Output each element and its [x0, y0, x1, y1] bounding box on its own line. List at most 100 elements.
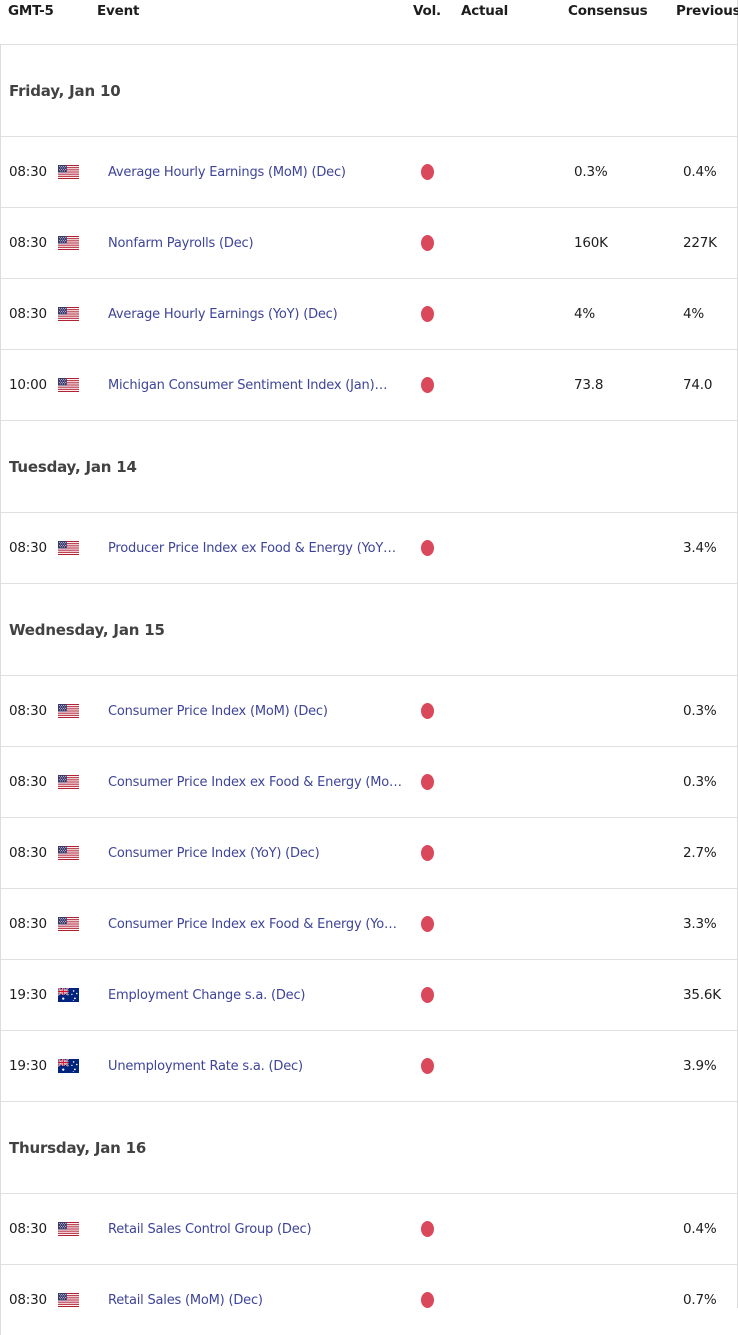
- us-flag-icon: [58, 307, 79, 321]
- high-volatility-icon: [421, 377, 434, 393]
- event-link[interactable]: Average Hourly Earnings (MoM) (Dec): [108, 164, 346, 180]
- event-row[interactable]: 10:00: [1, 349, 737, 420]
- calendar-day-section: Wednesday, Jan 15 08:30: [1, 583, 737, 1101]
- event-time: 08:30: [9, 1221, 47, 1237]
- event-row[interactable]: 19:30: [1, 1030, 737, 1101]
- volatility-cell: [421, 306, 462, 322]
- previous-value: 3.9%: [683, 1058, 717, 1074]
- high-volatility-icon: [421, 1058, 434, 1074]
- previous-value: 35.6K: [683, 987, 721, 1003]
- high-volatility-icon: [421, 774, 434, 790]
- volatility-cell: [421, 377, 462, 393]
- previous-value: 3.4%: [683, 540, 717, 556]
- country-flag-cell: [58, 307, 108, 321]
- us-flag-icon: [58, 1222, 79, 1236]
- us-flag-icon: [58, 541, 79, 555]
- calendar-column-header: GMT-5 Event Vol. Actual Consensus Previo…: [0, 0, 738, 44]
- us-flag-icon: [58, 378, 79, 392]
- col-vol-label: Vol.: [413, 3, 441, 19]
- consensus-value: 0.3%: [574, 164, 608, 180]
- country-flag-cell: [58, 846, 108, 860]
- consensus-value: 160K: [574, 235, 608, 251]
- high-volatility-icon: [421, 164, 434, 180]
- event-row[interactable]: 19:30: [1, 959, 737, 1030]
- event-link[interactable]: Retail Sales Control Group (Dec): [108, 1221, 312, 1237]
- event-row[interactable]: 08:30: [1, 888, 737, 959]
- event-time: 08:30: [9, 164, 47, 180]
- event-row[interactable]: 08:30: [1, 207, 737, 278]
- event-row[interactable]: 08:30: [1, 1264, 737, 1335]
- country-flag-cell: [58, 917, 108, 931]
- previous-value: 2.7%: [683, 845, 717, 861]
- event-link[interactable]: Retail Sales (MoM) (Dec): [108, 1292, 263, 1308]
- event-row[interactable]: 08:30: [1, 1193, 737, 1264]
- event-time: 08:30: [9, 306, 47, 322]
- high-volatility-icon: [421, 1292, 434, 1308]
- event-row[interactable]: 08:30: [1, 817, 737, 888]
- col-previous-label: Previous: [676, 3, 738, 19]
- us-flag-icon: [58, 236, 79, 250]
- consensus-value: 4%: [574, 306, 596, 322]
- country-flag-cell: [58, 541, 108, 555]
- volatility-cell: [421, 164, 462, 180]
- event-link[interactable]: Consumer Price Index (YoY) (Dec): [108, 845, 320, 861]
- volatility-cell: [421, 1292, 462, 1308]
- event-row[interactable]: 08:30: [1, 675, 737, 746]
- country-flag-cell: [58, 1222, 108, 1236]
- day-header: Thursday, Jan 16: [1, 1101, 737, 1193]
- day-header: Wednesday, Jan 15: [1, 583, 737, 675]
- event-link[interactable]: Consumer Price Index ex Food & Energy (Y…: [108, 916, 397, 932]
- event-row[interactable]: 08:30: [1, 746, 737, 817]
- event-link[interactable]: Nonfarm Payrolls (Dec): [108, 235, 254, 251]
- col-event-label: Event: [97, 3, 140, 19]
- high-volatility-icon: [421, 306, 434, 322]
- country-flag-cell: [58, 1059, 108, 1073]
- high-volatility-icon: [421, 703, 434, 719]
- day-header-label: Friday, Jan 10: [9, 81, 121, 100]
- country-flag-cell: [58, 775, 108, 789]
- previous-value: 74.0: [683, 377, 713, 393]
- calendar-day-section: Friday, Jan 10 08:30: [1, 44, 737, 420]
- event-link[interactable]: Producer Price Index ex Food & Energy (Y…: [108, 540, 396, 556]
- previous-value: 0.3%: [683, 703, 717, 719]
- high-volatility-icon: [421, 916, 434, 932]
- event-link[interactable]: Unemployment Rate s.a. (Dec): [108, 1058, 303, 1074]
- event-row[interactable]: 08:30: [1, 136, 737, 207]
- previous-value: 3.3%: [683, 916, 717, 932]
- event-link[interactable]: Consumer Price Index (MoM) (Dec): [108, 703, 328, 719]
- high-volatility-icon: [421, 845, 434, 861]
- event-time: 08:30: [9, 845, 47, 861]
- volatility-cell: [421, 1058, 462, 1074]
- calendar-body: Friday, Jan 10 08:30: [0, 44, 737, 1335]
- section-rows: 08:30: [1, 1193, 737, 1335]
- country-flag-cell: [58, 236, 108, 250]
- volatility-cell: [421, 845, 462, 861]
- event-time: 08:30: [9, 916, 47, 932]
- volatility-cell: [421, 235, 462, 251]
- day-header: Tuesday, Jan 14: [1, 420, 737, 512]
- event-time: 08:30: [9, 235, 47, 251]
- calendar-day-section: Thursday, Jan 16 08:30: [1, 1101, 737, 1335]
- event-row[interactable]: 08:30: [1, 512, 737, 583]
- previous-value: 0.4%: [683, 1221, 717, 1237]
- volatility-cell: [421, 774, 462, 790]
- col-consensus-label: Consensus: [568, 3, 648, 19]
- event-row[interactable]: 08:30: [1, 278, 737, 349]
- consensus-value: 73.8: [574, 377, 604, 393]
- high-volatility-icon: [421, 987, 434, 1003]
- previous-value: 0.4%: [683, 164, 717, 180]
- event-time: 19:30: [9, 987, 47, 1003]
- section-rows: 08:30: [1, 512, 737, 583]
- section-rows: 08:30: [1, 136, 737, 420]
- day-header-label: Thursday, Jan 16: [9, 1138, 147, 1157]
- high-volatility-icon: [421, 540, 434, 556]
- country-flag-cell: [58, 704, 108, 718]
- event-link[interactable]: Consumer Price Index ex Food & Energy (M…: [108, 774, 402, 790]
- previous-value: 0.3%: [683, 774, 717, 790]
- event-time: 08:30: [9, 1292, 47, 1308]
- event-link[interactable]: Employment Change s.a. (Dec): [108, 987, 306, 1003]
- previous-value: 227K: [683, 235, 717, 251]
- event-link[interactable]: Michigan Consumer Sentiment Index (Jan)…: [108, 377, 388, 393]
- event-link[interactable]: Average Hourly Earnings (YoY) (Dec): [108, 306, 338, 322]
- us-flag-icon: [58, 704, 79, 718]
